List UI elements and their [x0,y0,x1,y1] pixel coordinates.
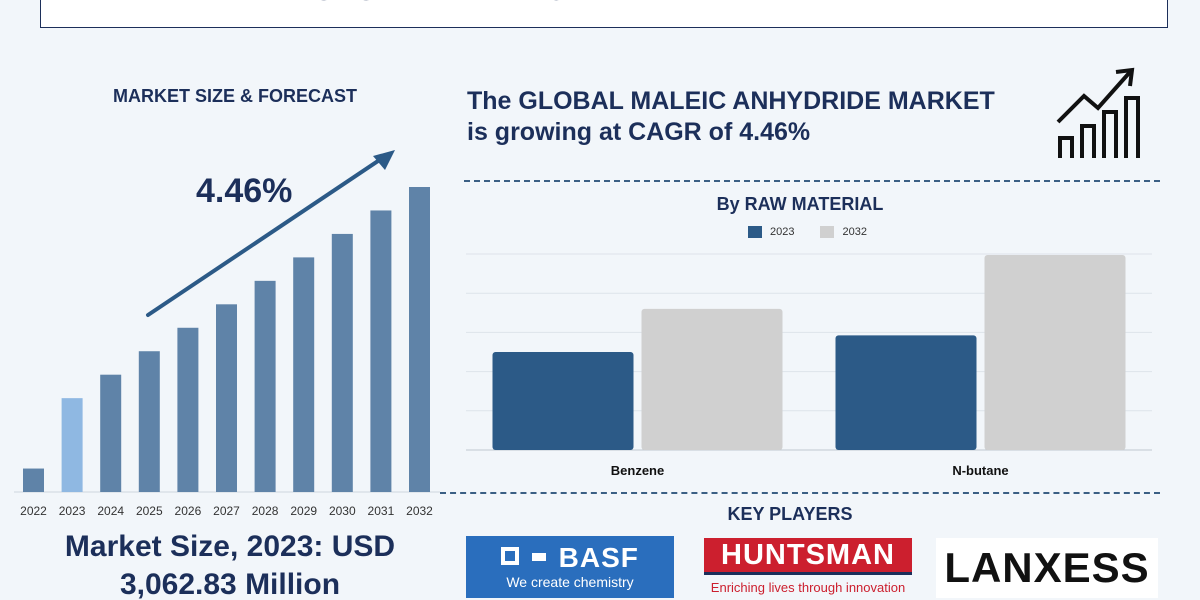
forecast-bar-2022 [23,468,44,492]
legend-item-2032: 2032 [820,226,867,238]
growth-arrow-shaft [146,155,386,317]
forecast-bar-2023 [61,398,83,492]
legend-label-2032: 2032 [842,226,867,238]
market-size-line-2: 3,062.83 Million [119,568,341,600]
basf-logo: BASF We create chemistry [466,536,674,598]
raw-bar-Benzene-2023 [492,352,634,450]
raw-tick-Benzene: Benzene [611,463,664,478]
forecast-bar-2027 [216,304,237,492]
raw-tick-N-butane: N-butane [952,463,1008,478]
forecast-tick-2031: 2031 [368,504,395,518]
cagr-annotation: 4.46% [196,172,293,210]
basf-name: BASF [558,542,639,573]
forecast-tick-2022: 2022 [20,504,47,518]
legend-swatch-2032 [820,226,835,238]
forecast-bar-2026 [177,327,199,492]
legend-swatch-2023 [748,226,762,238]
key-players-title: KEY PLAYERS [727,504,853,524]
raw-bar-Benzene-2032 [641,308,783,450]
forecast-tick-2027: 2027 [213,504,240,518]
forecast-tick-2026: 2026 [175,504,202,518]
legend-item-2023: 2023 [748,226,794,238]
lanxess-logo: LANXESS [936,538,1158,598]
cagr-statement: The GLOBAL MALEIC ANHYDRIDE MARKET is gr… [467,86,1067,148]
forecast-tick-2030: 2030 [329,504,356,518]
basf-dash-icon [531,553,546,561]
raw-bar-N-butane-2032 [984,254,1126,450]
raw-material-bar-chart: Benzene N-butane [466,253,1152,478]
divider-top [464,180,1160,182]
market-size-line-1: Market Size, 2023: USD [64,530,396,563]
forecast-tick-2025: 2025 [136,504,163,518]
forecast-bar-2030 [331,233,353,492]
cagr-line-2: is growing at CAGR of 4.46% [467,118,811,146]
cagr-line-1: The GLOBAL MALEIC ANHYDRIDE MARKET [467,87,995,115]
huntsman-tagline: Enriching lives through innovation [710,580,906,595]
forecast-tick-2023: 2023 [59,504,86,518]
basf-logo-name: BASF [466,542,674,574]
forecast-bar-2028 [254,280,276,492]
forecast-bar-2031 [370,210,392,492]
divider-bottom [440,492,1160,494]
market-size-heading: MARKET SIZE & FORECAST [112,86,357,106]
forecast-tick-2024: 2024 [97,504,124,518]
forecast-bar-2024 [100,374,122,492]
huntsman-logo: HUNTSMAN Enriching lives through innovat… [704,536,912,598]
title-box: GLOBAL MALEIC ANHYDRIDE MARKET [40,0,1168,28]
growth-arrow-head [373,150,395,170]
forecast-bar-2032 [409,187,430,492]
forecast-tick-2029: 2029 [290,504,317,518]
huntsman-underline [704,572,912,575]
raw-material-legend: 2023 2032 [748,226,867,238]
forecast-bar-chart: 2022 2023 2024 2025 2026 2027 2028 2029 2030 2031… [14,150,440,518]
forecast-bar-2025 [138,351,160,492]
huntsman-name: HUNTSMAN [704,538,912,572]
basf-tagline: We create chemistry [506,574,634,590]
forecast-tick-2028: 2028 [252,504,279,518]
growth-chart-icon [1056,67,1140,158]
page-title: GLOBAL MALEIC ANHYDRIDE MARKET [41,0,1167,8]
raw-material-title: By RAW MATERIAL [716,194,884,214]
raw-bar-N-butane-2023 [835,335,977,450]
forecast-bar-2029 [293,257,315,492]
basf-square-icon [501,547,520,565]
legend-label-2023: 2023 [770,226,795,238]
market-size-text: Market Size, 2023: USD 3,062.83 Million [10,528,450,600]
forecast-tick-2032: 2032 [406,504,433,518]
